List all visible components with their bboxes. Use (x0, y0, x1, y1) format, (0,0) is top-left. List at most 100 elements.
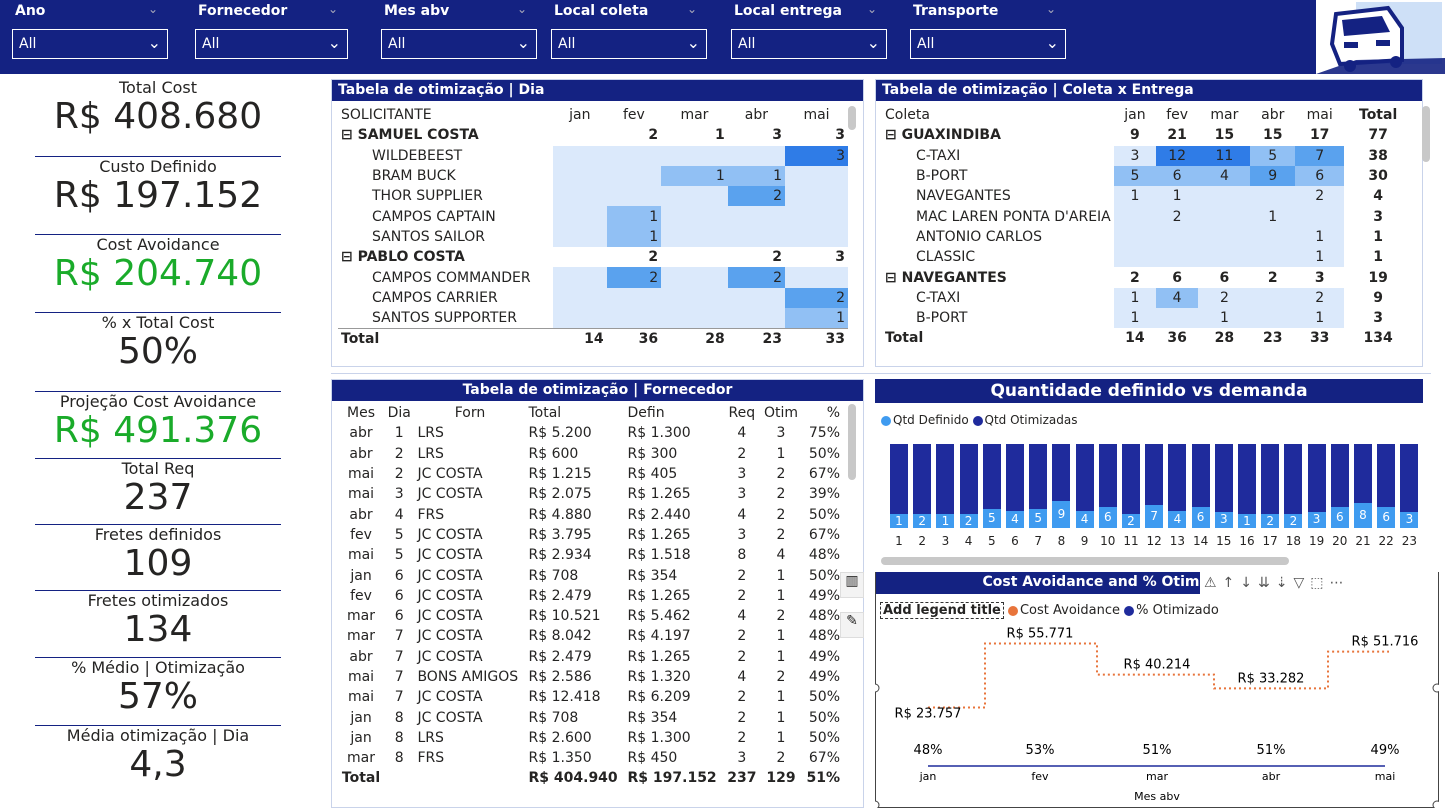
column-header[interactable]: Req (728, 405, 756, 422)
chart-icon[interactable]: ▥ (840, 572, 864, 598)
column-header[interactable]: mai (803, 107, 830, 124)
scrollbar[interactable] (848, 106, 856, 130)
row-label[interactable]: SANTOS SAILOR (338, 227, 553, 247)
total-row: Total 14 36 28 23 33 (338, 328, 848, 348)
scrollbar[interactable] (1422, 106, 1430, 162)
group-row[interactable]: ⊟ PABLO COSTA (338, 247, 553, 267)
kpi-card: Média otimização | Dia 4,3 (35, 726, 281, 794)
table-row: ANTONIO CARLOS 1 1 (882, 226, 1412, 248)
cell (553, 267, 607, 288)
resize-handle[interactable] (875, 800, 880, 808)
column-header[interactable]: mar (680, 107, 709, 124)
x-tick-label: 10 (1100, 534, 1116, 548)
column-header[interactable]: abr (1261, 107, 1285, 124)
filter-dropdown[interactable]: All ⌄ (551, 29, 707, 59)
column-header[interactable]: Mes (347, 405, 376, 422)
cell: R$ 5.462 (627, 608, 691, 625)
cell: 1 (776, 567, 786, 584)
row-label[interactable]: B-PORT (882, 308, 1114, 328)
cell: mai (347, 486, 375, 503)
group-row[interactable]: ⊟ NAVEGANTES (882, 267, 1114, 287)
filter-dropdown[interactable]: All ⌄ (12, 29, 168, 59)
column-header[interactable]: Defin (627, 405, 665, 422)
row-label[interactable]: ANTONIO CARLOS (882, 227, 1114, 247)
cell: 2 (785, 287, 848, 308)
filter-dropdown[interactable]: All ⌄ (731, 29, 887, 59)
row-label[interactable]: MAC LAREN PONTA D'AREIA (882, 206, 1114, 226)
chevron-down-icon[interactable]: ⌄ (328, 2, 339, 16)
column-header[interactable]: mar (1210, 107, 1239, 124)
chevron-down-icon[interactable]: ⌄ (867, 2, 878, 16)
collapse-icon[interactable]: ⊟ (885, 127, 902, 144)
row-label[interactable]: B-PORT (882, 166, 1114, 186)
collapse-icon[interactable]: ⊟ (341, 127, 358, 144)
column-header[interactable]: fev (1166, 107, 1189, 124)
column-header[interactable]: % (826, 405, 840, 422)
cell: 1 (1198, 307, 1251, 329)
column-header[interactable]: mai (1306, 107, 1333, 124)
chevron-down-icon[interactable]: ⌄ (517, 2, 528, 16)
filter-dropdown[interactable]: All ⌄ (195, 29, 348, 59)
data-label: R$ 40.214 (1124, 658, 1191, 673)
column-header[interactable]: abr (744, 107, 768, 124)
x-tick-label: 9 (1080, 534, 1089, 548)
row-label[interactable]: SANTOS SUPPORTER (338, 308, 553, 328)
format-icon[interactable]: ✎ (840, 612, 864, 638)
chevron-down-icon[interactable]: ⌄ (687, 2, 698, 16)
column-header[interactable]: Coleta (885, 107, 930, 124)
bar: 1 (936, 444, 955, 528)
cell: 3 (1314, 269, 1325, 286)
column-header[interactable]: Total (1359, 107, 1398, 124)
resize-handle[interactable] (875, 683, 880, 693)
row-label[interactable]: BRAM BUCK (338, 166, 553, 186)
row-label[interactable]: CAMPOS COMMANDER (338, 267, 553, 287)
cell: R$ 6.209 (627, 689, 691, 706)
collapse-icon[interactable]: ⊟ (885, 269, 902, 286)
group-row[interactable]: ⊟ SAMUEL COSTA (338, 125, 553, 145)
visual-toolbar[interactable]: ⚠↑↓⇊⇣▽⬚⋯ (1200, 572, 1438, 594)
group-row[interactable]: ⊟ GUAXINDIBA (882, 125, 1114, 145)
resize-handle[interactable] (1432, 683, 1439, 693)
column-header[interactable]: fev (622, 107, 645, 124)
row-label[interactable]: CAMPOS CARRIER (338, 288, 553, 308)
cell: 38 (1368, 147, 1388, 164)
scrollbar[interactable] (881, 557, 1289, 565)
row-label[interactable]: WILDEBEEST (338, 146, 553, 166)
column-header[interactable]: Dia (387, 405, 411, 422)
filter-dropdown[interactable]: All ⌄ (910, 29, 1066, 59)
column-header[interactable]: jan (1124, 107, 1146, 124)
column-header[interactable]: Forn (454, 405, 486, 422)
filter-5: Transporte ⌄ All ⌄ (910, 0, 1066, 74)
table-row: mar 8 FRS R$ 1.350 R$ 450 3 2 67% (338, 748, 843, 768)
cell: R$ 2.479 (528, 648, 592, 665)
collapse-icon[interactable]: ⊟ (341, 249, 358, 266)
kpi-value: 4,3 (129, 744, 187, 785)
column-header[interactable]: Total (528, 405, 562, 422)
x-tick-label: 23 (1401, 534, 1418, 548)
table-coleta-title: Tabela de otimização | Coleta x Entrega (876, 80, 1422, 101)
cell: 1 (785, 307, 848, 329)
row-label[interactable]: CAMPOS CAPTAIN (338, 206, 553, 226)
chevron-down-icon[interactable]: ⌄ (1046, 2, 1057, 16)
x-tick-label: 2 (918, 534, 926, 548)
cell: 1 (776, 628, 786, 645)
chevron-down-icon[interactable]: ⌄ (148, 2, 159, 16)
column-header[interactable]: Otim (763, 405, 799, 422)
row-label[interactable]: C-TAXI (882, 146, 1114, 166)
row-label[interactable]: CLASSIC (882, 247, 1114, 267)
table-row: abr 2 LRS R$ 600 R$ 300 2 1 50% (338, 444, 843, 464)
row-name: NAVEGANTES (901, 269, 1007, 286)
column-header[interactable]: jan (569, 107, 591, 124)
row-label[interactable]: NAVEGANTES (882, 186, 1114, 206)
legend-title[interactable]: Add legend title (880, 602, 1004, 619)
column-header[interactable]: SOLICITANTE (341, 107, 432, 124)
resize-handle[interactable] (1432, 800, 1439, 808)
row-label[interactable]: C-TAXI (882, 288, 1114, 308)
cell: 15 (1263, 127, 1283, 144)
x-tick-label: 14 (1192, 534, 1209, 548)
scrollbar[interactable] (848, 404, 856, 480)
filter-dropdown[interactable]: All ⌄ (381, 29, 537, 59)
cell: 4 (737, 608, 747, 625)
bar-otimizadas (1307, 444, 1326, 528)
row-label[interactable]: THOR SUPPLIER (338, 186, 553, 206)
